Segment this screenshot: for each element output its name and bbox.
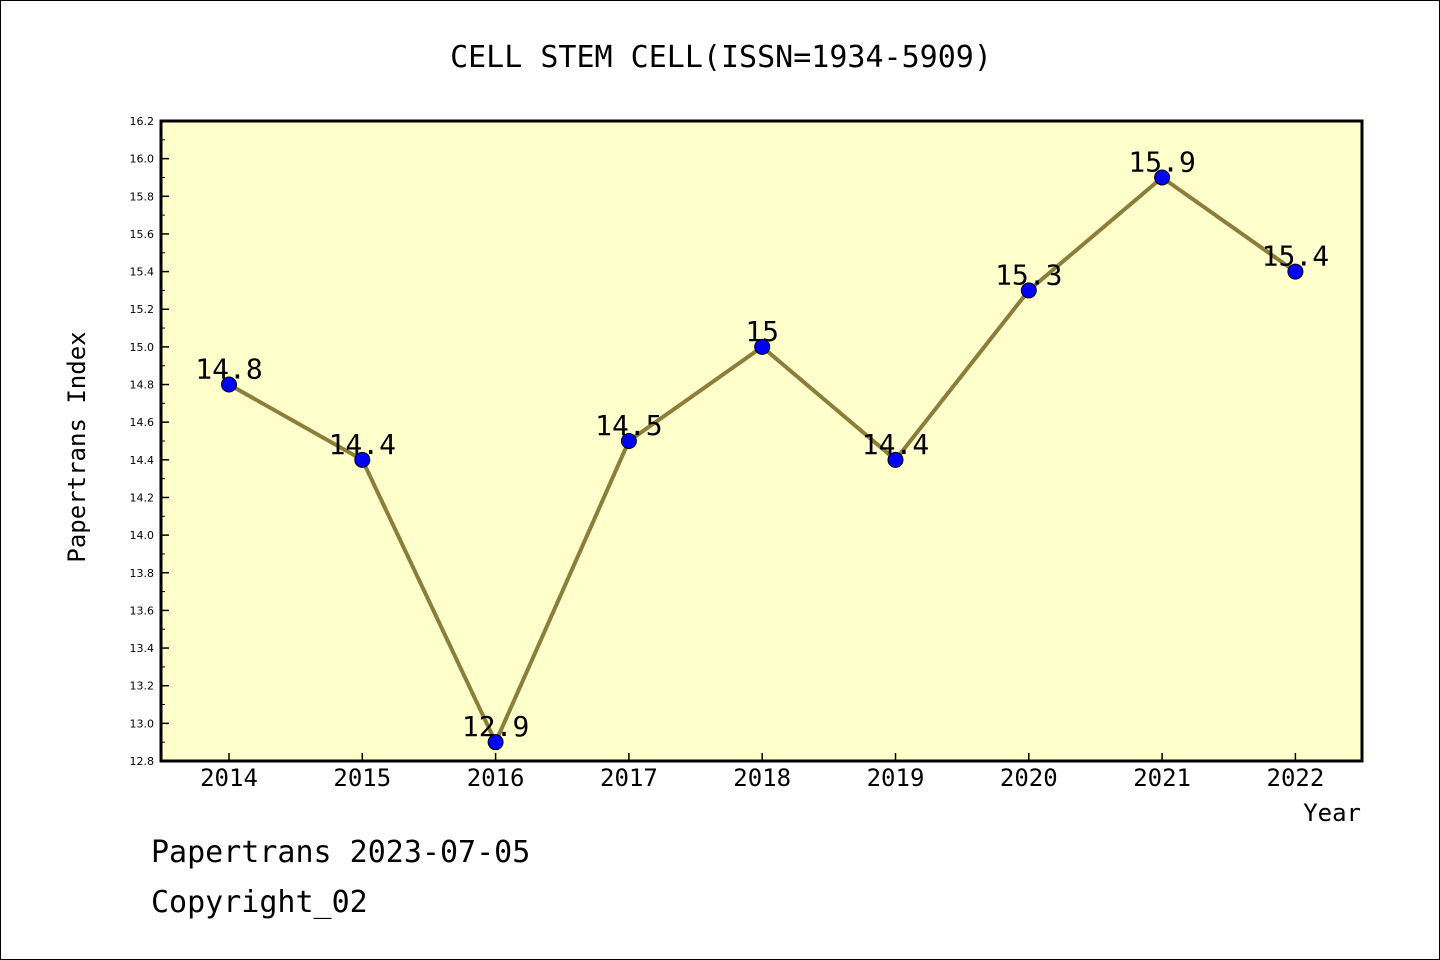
- footer-copyright: Copyright_02: [151, 885, 368, 920]
- y-tick-label: 16.2: [130, 115, 155, 128]
- y-tick-label: 13.8: [130, 567, 155, 580]
- data-label: 14.4: [329, 428, 396, 461]
- y-tick-label: 14.4: [130, 454, 155, 467]
- data-point: [754, 338, 771, 355]
- x-tick-label: 2020: [1000, 764, 1058, 792]
- y-tick-label: 12.8: [130, 755, 155, 768]
- data-label: 14.8: [195, 353, 262, 386]
- plot-border: [159, 119, 1364, 763]
- y-tick-label: 13.6: [130, 604, 155, 617]
- y-tick-label: 16.0: [130, 153, 155, 166]
- x-tick-label: 2016: [467, 764, 525, 792]
- x-tick-label: 2015: [333, 764, 391, 792]
- x-axis-label: Year: [1303, 799, 1361, 827]
- data-label: 15.3: [995, 258, 1062, 291]
- y-tick-label: 15.0: [130, 341, 155, 354]
- y-tick-label: 13.4: [130, 642, 155, 655]
- data-label: 15.4: [1262, 240, 1329, 273]
- y-tick-label: 15.2: [130, 303, 155, 316]
- data-point: [620, 433, 637, 449]
- y-axis-label: Papertrans Index: [63, 331, 91, 562]
- data-point: [487, 734, 504, 751]
- y-tick-label: 14.2: [130, 491, 155, 504]
- x-tick-label: 2019: [867, 764, 925, 792]
- x-tick-label: 2022: [1267, 764, 1325, 792]
- x-tick-label: 2014: [200, 764, 258, 792]
- data-point: [887, 451, 904, 468]
- data-point: [1154, 169, 1171, 186]
- y-tick-label: 15.8: [130, 190, 155, 203]
- data-label: 12.9: [462, 710, 529, 743]
- y-tick-label: 15.6: [130, 228, 155, 241]
- chart-title: CELL STEM CELL(ISSN=1934-5909): [450, 40, 992, 75]
- y-tick-label: 13.0: [130, 717, 155, 730]
- data-point: [221, 376, 237, 393]
- data-point: [1020, 282, 1037, 299]
- y-tick-label: 14.6: [130, 416, 155, 429]
- y-tick-label: 13.2: [130, 680, 155, 693]
- x-tick-label: 2017: [600, 764, 658, 792]
- y-tick-label: 14.0: [130, 529, 155, 542]
- data-label: 15.9: [1128, 145, 1195, 178]
- data-point: [1287, 263, 1304, 280]
- data-label: 14.5: [595, 409, 662, 442]
- x-tick-label: 2018: [733, 764, 791, 792]
- x-tick-label: 2021: [1133, 764, 1191, 792]
- plot-area: [161, 121, 1362, 761]
- y-tick-label: 14.8: [130, 379, 155, 392]
- y-tick-label: 15.4: [130, 266, 155, 279]
- data-label: 15: [745, 315, 779, 348]
- data-label: 14.4: [862, 428, 929, 461]
- data-point: [354, 451, 371, 468]
- footer-date: Papertrans 2023-07-05: [151, 835, 531, 870]
